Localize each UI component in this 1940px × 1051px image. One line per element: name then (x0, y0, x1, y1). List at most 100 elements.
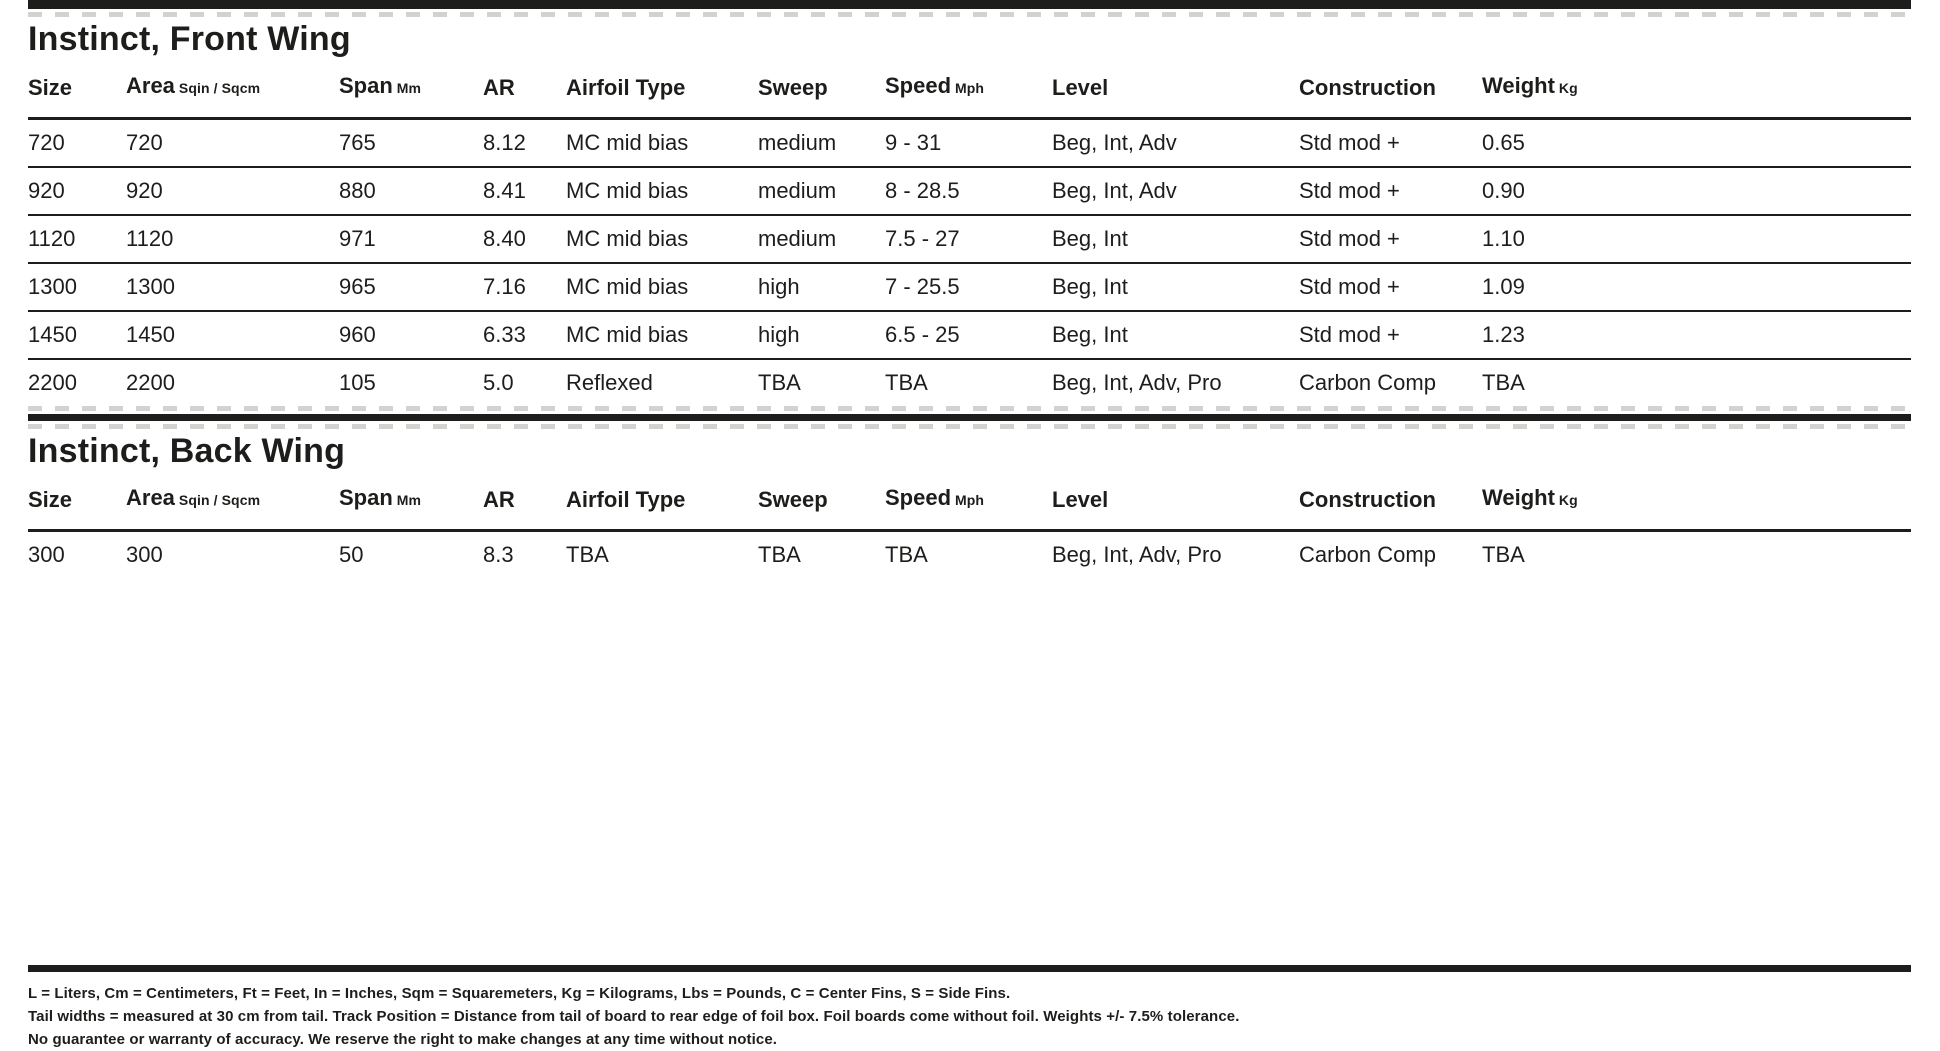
table-cell: 1120 (126, 214, 339, 263)
column-label: AR (483, 75, 515, 100)
table-cell: Beg, Int, Adv, Pro (1052, 542, 1222, 567)
table-cell: Reflexed (566, 358, 758, 406)
table-cell: 1300 (28, 262, 126, 311)
table-cell: 8.41 (483, 166, 566, 215)
column-label: AR (483, 487, 515, 512)
sheet-body: Instinct, Front Wing Size Area Sqin / Sqc… (28, 0, 1911, 578)
table-cell: 920 (126, 166, 339, 215)
table-row: 1300 1300 965 7.16 MC mid bias high 7 - 25.5 Be… (28, 262, 1911, 311)
table-cell: Std mod + (1299, 214, 1482, 263)
column-label: Speed (885, 485, 952, 510)
table-cell: Beg, Int (1052, 310, 1299, 359)
table-cell: 8.40 (483, 214, 566, 263)
table-cell: 965 (339, 262, 483, 311)
table-cell: 720 (126, 130, 163, 155)
column-header: Sweep (758, 73, 885, 120)
column-unit: Mm (392, 80, 422, 96)
column-unit: Mph (951, 80, 985, 96)
table-cell: 9 - 31 (885, 130, 942, 155)
column-unit: Sqin / Sqcm (174, 492, 261, 508)
column-label: Span (339, 485, 393, 510)
table-cell: 8.12 (483, 130, 526, 155)
column-label: Level (1052, 487, 1109, 512)
table-cell: Beg, Int, Adv (1052, 130, 1177, 155)
footer-rule (28, 965, 1911, 972)
column-label: Area (126, 485, 175, 510)
column-header: Speed Mph (885, 73, 1052, 120)
table-cell: 300 (28, 542, 65, 567)
back-wing-spec-table: Size Area Sqin / Sqcm Span Mm AR Airfoil Typ… (28, 485, 1911, 578)
column-header: AR (483, 485, 566, 532)
table-cell: MC mid bias (566, 214, 758, 263)
top-rule (28, 0, 1911, 9)
column-header: Level (1052, 485, 1299, 532)
table-cell: TBA (566, 542, 609, 567)
footer-notes: L = Liters, Cm = Centimeters, Ft = Feet,… (28, 982, 1911, 1051)
column-label: Size (28, 487, 73, 512)
table-row: 720 720 765 8.12 MC mid bias medium 9 - 31 Beg,… (28, 119, 1911, 168)
table-cell: Beg, Int, Adv (1052, 166, 1299, 215)
column-label: Airfoil Type (566, 487, 686, 512)
column-label: Area (126, 73, 175, 98)
table-cell: 105 (339, 358, 483, 406)
table-cell: Beg, Int (1052, 262, 1299, 311)
table-cell: 960 (339, 310, 483, 359)
table-cell: Beg, Int, Adv, Pro (1052, 358, 1299, 406)
table-cell: TBA (758, 542, 801, 567)
column-header: Construction (1299, 485, 1482, 532)
table-cell: 0.90 (1482, 166, 1911, 215)
table-cell: 1.10 (1482, 214, 1911, 263)
front-wing-spec-table: Size Area Sqin / Sqcm Span Mm AR Airfoil Typ… (28, 73, 1911, 406)
column-header: Level (1052, 73, 1299, 120)
column-label: Construction (1299, 75, 1436, 100)
table-cell: Std mod + (1299, 130, 1400, 155)
footer: L = Liters, Cm = Centimeters, Ft = Feet,… (28, 965, 1911, 1051)
header-row: Size Area Sqin / Sqcm Span Mm AR Airfoil Typ… (28, 73, 1911, 120)
table-cell: medium (758, 166, 885, 215)
table-cell: Carbon Comp (1299, 542, 1436, 567)
column-header: Airfoil Type (566, 73, 758, 120)
table-cell: medium (758, 214, 885, 263)
column-label: Size (28, 75, 73, 100)
table-cell: MC mid bias (566, 310, 758, 359)
column-unit: Sqin / Sqcm (174, 80, 261, 96)
column-header: Area Sqin / Sqcm (126, 73, 339, 120)
table-cell: 1.09 (1482, 262, 1911, 311)
column-header: Span Mm (339, 73, 483, 120)
table-cell: Std mod + (1299, 262, 1482, 311)
column-label: Sweep (758, 487, 828, 512)
table-cell: 971 (339, 214, 483, 263)
table-cell: 1300 (126, 262, 339, 311)
column-label: Span (339, 73, 393, 98)
table-row: 2200 2200 105 5.0 Reflexed TBA TBA Beg, Int, Ad… (28, 358, 1911, 406)
column-header: Construction (1299, 73, 1482, 120)
column-header: Span Mm (339, 485, 483, 532)
footer-note-abbreviations: L = Liters, Cm = Centimeters, Ft = Feet,… (28, 985, 1011, 1002)
table-cell: 0.65 (1482, 130, 1525, 155)
table-cell: MC mid bias (566, 130, 689, 155)
scan-ghost-dashes (28, 424, 1911, 429)
table-cell: high (758, 262, 885, 311)
table-cell: 50 (339, 542, 364, 567)
column-unit: Mm (392, 492, 422, 508)
column-header: Speed Mph (885, 485, 1052, 532)
table-row: 300 300 50 8.3 TBA TBA TBA Beg, Int, Adv, Pro Ca… (28, 531, 1911, 579)
table-cell: 300 (126, 542, 163, 567)
section-title: Instinct, Front Wing (28, 20, 351, 58)
column-header: Airfoil Type (566, 485, 758, 532)
table-cell: TBA (1482, 358, 1911, 406)
section-front-wing: Instinct, Front Wing Size Area Sqin / Sqc… (28, 19, 1911, 406)
table-cell: 720 (28, 130, 65, 155)
table-cell: Carbon Comp (1299, 358, 1482, 406)
table-row: 1120 1120 971 8.40 MC mid bias medium 7.5 - 27… (28, 214, 1911, 263)
column-header: AR (483, 73, 566, 120)
table-cell: 920 (28, 166, 126, 215)
column-label: Speed (885, 73, 952, 98)
table-cell: 8 - 28.5 (885, 166, 1052, 215)
table-cell: TBA (1482, 542, 1525, 567)
table-cell: 2200 (126, 358, 339, 406)
column-header: Area Sqin / Sqcm (126, 485, 339, 532)
column-unit: Kg (1554, 80, 1578, 96)
table-cell: 1450 (126, 310, 339, 359)
